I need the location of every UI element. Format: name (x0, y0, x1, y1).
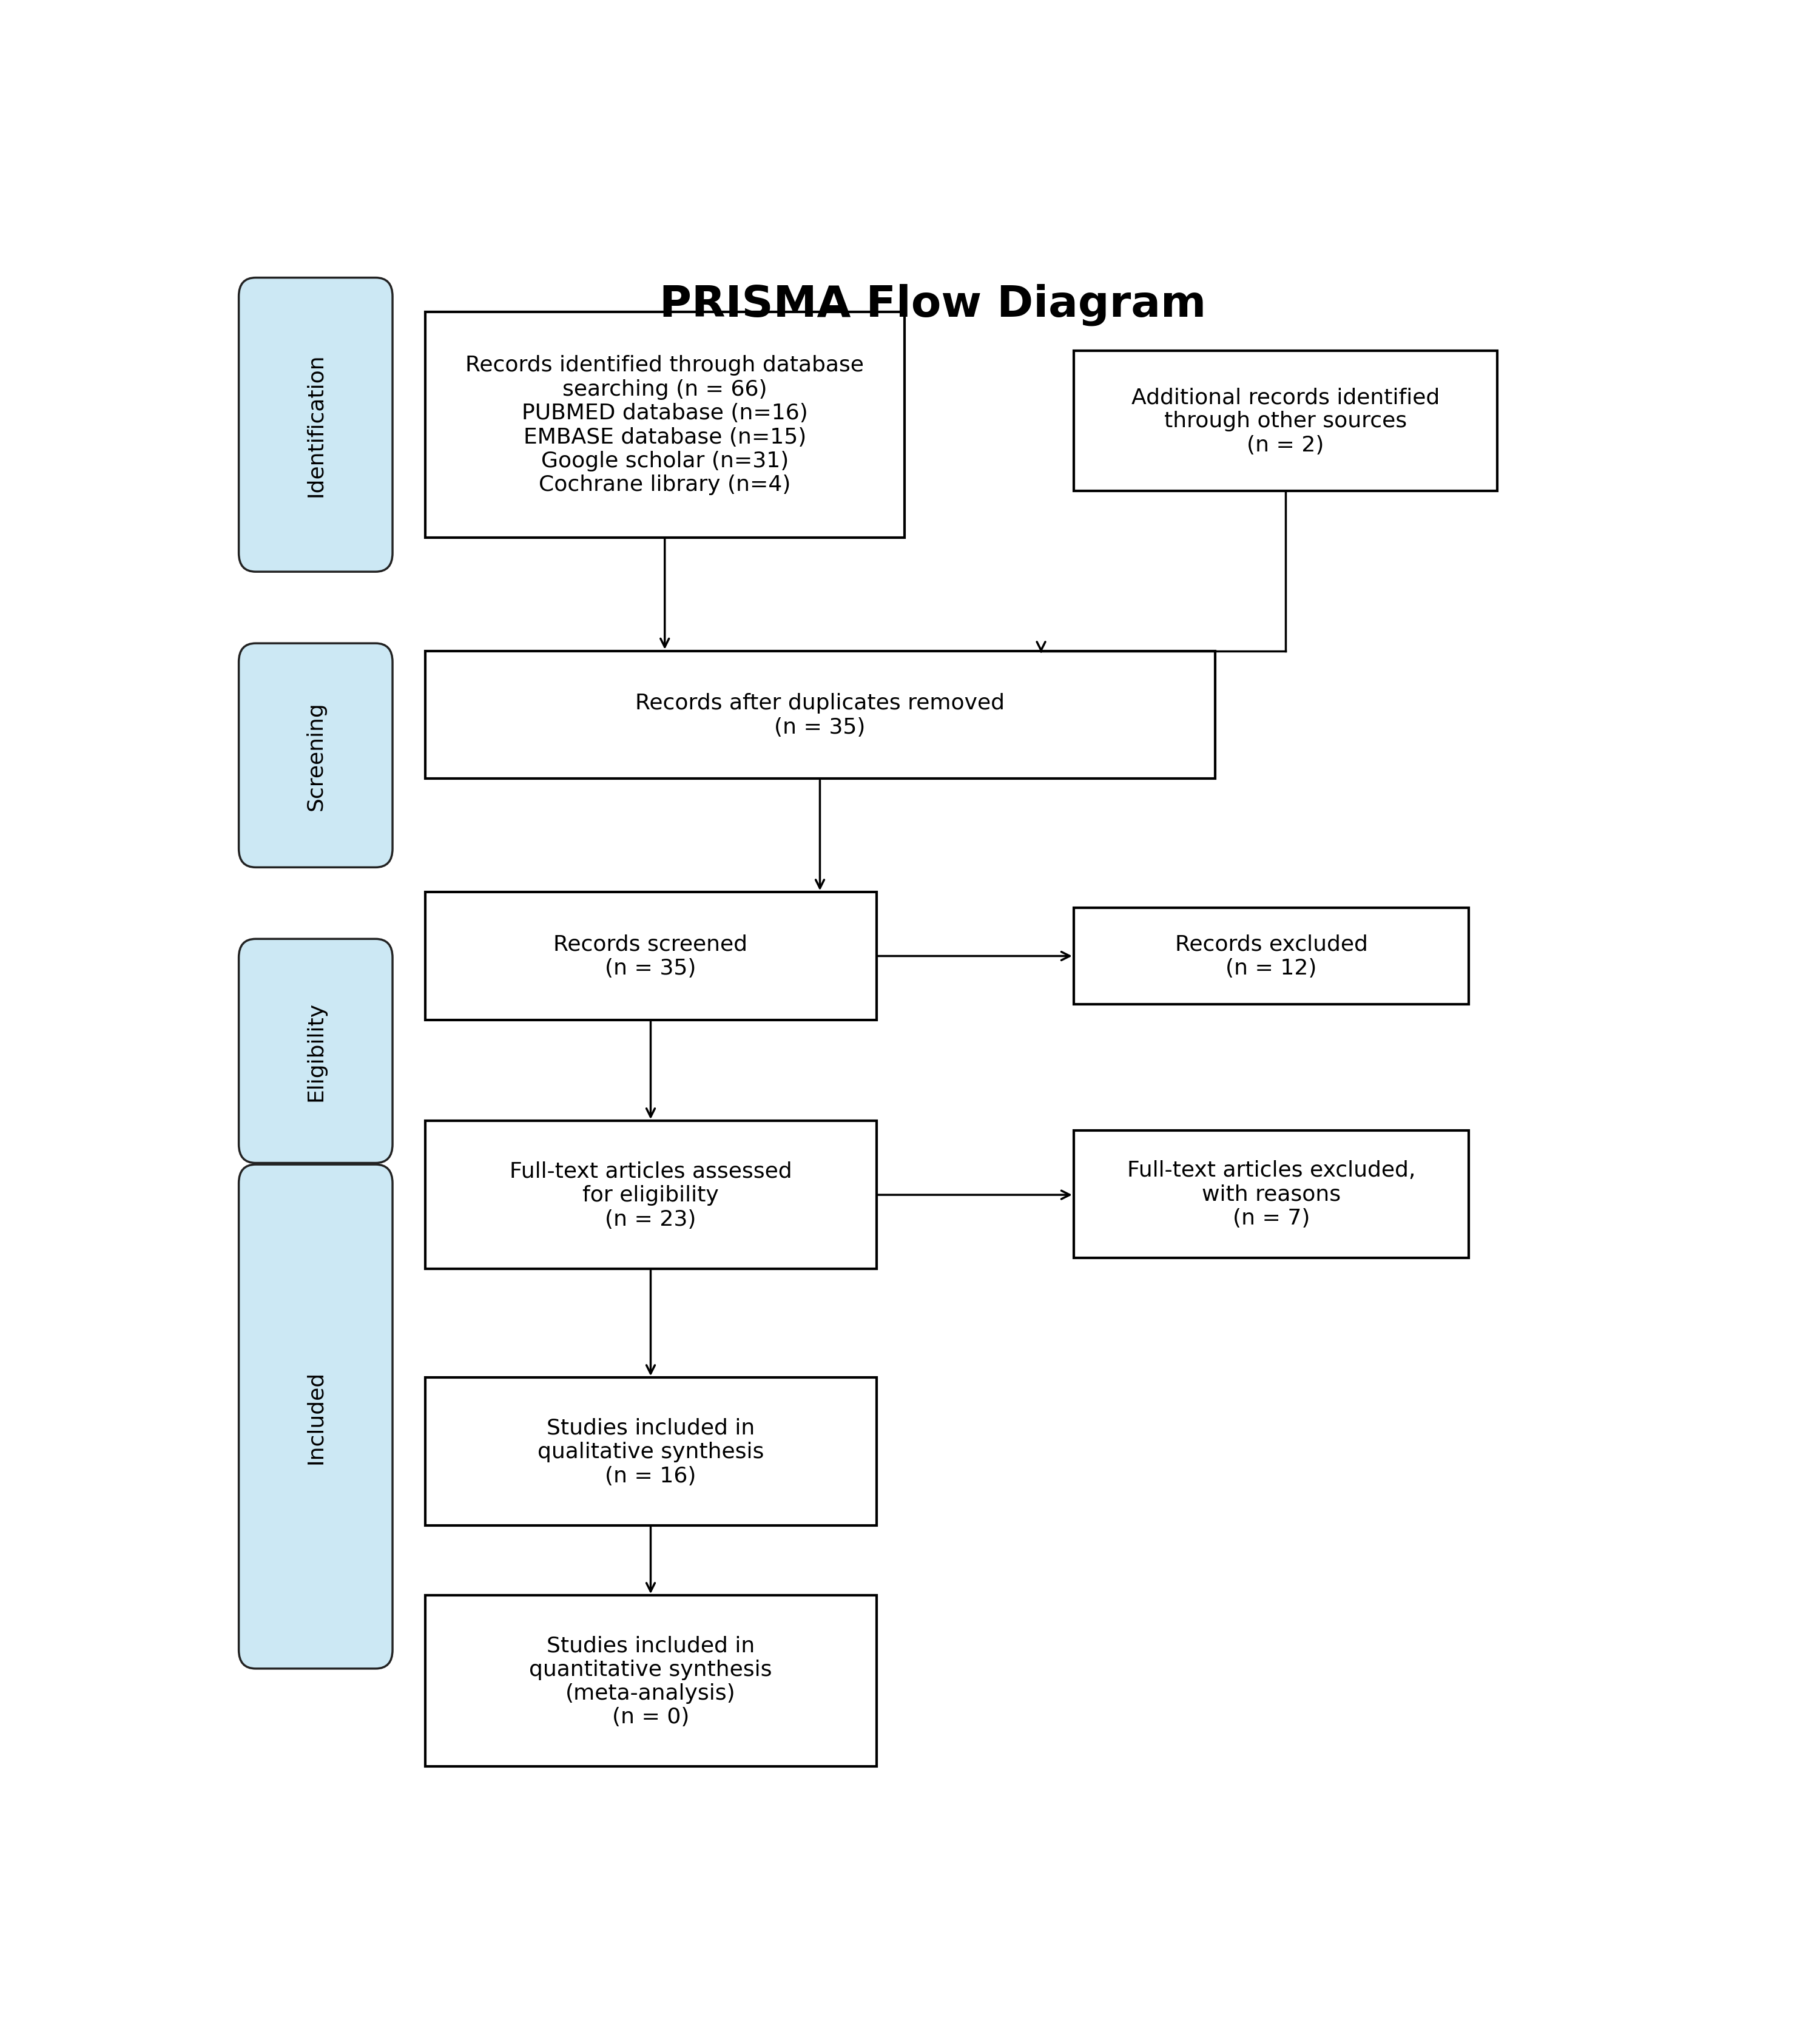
Text: Records excluded
(n = 12): Records excluded (n = 12) (1176, 933, 1367, 978)
Text: Records identified through database
searching (n = 66)
PUBMED database (n=16)
EM: Records identified through database sear… (466, 356, 864, 495)
FancyBboxPatch shape (424, 1121, 877, 1269)
FancyBboxPatch shape (238, 939, 393, 1164)
FancyBboxPatch shape (424, 893, 877, 1020)
Text: Included: Included (306, 1370, 326, 1462)
FancyBboxPatch shape (238, 279, 393, 572)
Text: Records screened
(n = 35): Records screened (n = 35) (553, 933, 748, 978)
FancyBboxPatch shape (424, 1378, 877, 1525)
Text: PRISMA Flow Diagram: PRISMA Flow Diagram (659, 283, 1207, 325)
FancyBboxPatch shape (424, 652, 1216, 780)
Text: Studies included in
qualitative synthesis
(n = 16): Studies included in qualitative synthesi… (537, 1418, 764, 1487)
FancyBboxPatch shape (424, 313, 905, 537)
FancyBboxPatch shape (238, 644, 393, 869)
Text: Records after duplicates removed
(n = 35): Records after duplicates removed (n = 35… (635, 693, 1005, 737)
FancyBboxPatch shape (238, 1166, 393, 1669)
Text: Screening: Screening (306, 701, 326, 810)
FancyBboxPatch shape (1074, 351, 1496, 491)
Text: Identification: Identification (306, 354, 326, 497)
FancyBboxPatch shape (424, 1596, 877, 1768)
Text: Full-text articles assessed
for eligibility
(n = 23): Full-text articles assessed for eligibil… (510, 1162, 792, 1230)
FancyBboxPatch shape (1074, 909, 1469, 1004)
Text: Studies included in
quantitative synthesis
(meta-analysis)
(n = 0): Studies included in quantitative synthes… (530, 1634, 772, 1727)
FancyBboxPatch shape (1074, 1131, 1469, 1258)
Text: Eligibility: Eligibility (306, 1002, 326, 1101)
Text: Additional records identified
through other sources
(n = 2): Additional records identified through ot… (1132, 388, 1440, 454)
Text: Full-text articles excluded,
with reasons
(n = 7): Full-text articles excluded, with reason… (1127, 1159, 1416, 1228)
